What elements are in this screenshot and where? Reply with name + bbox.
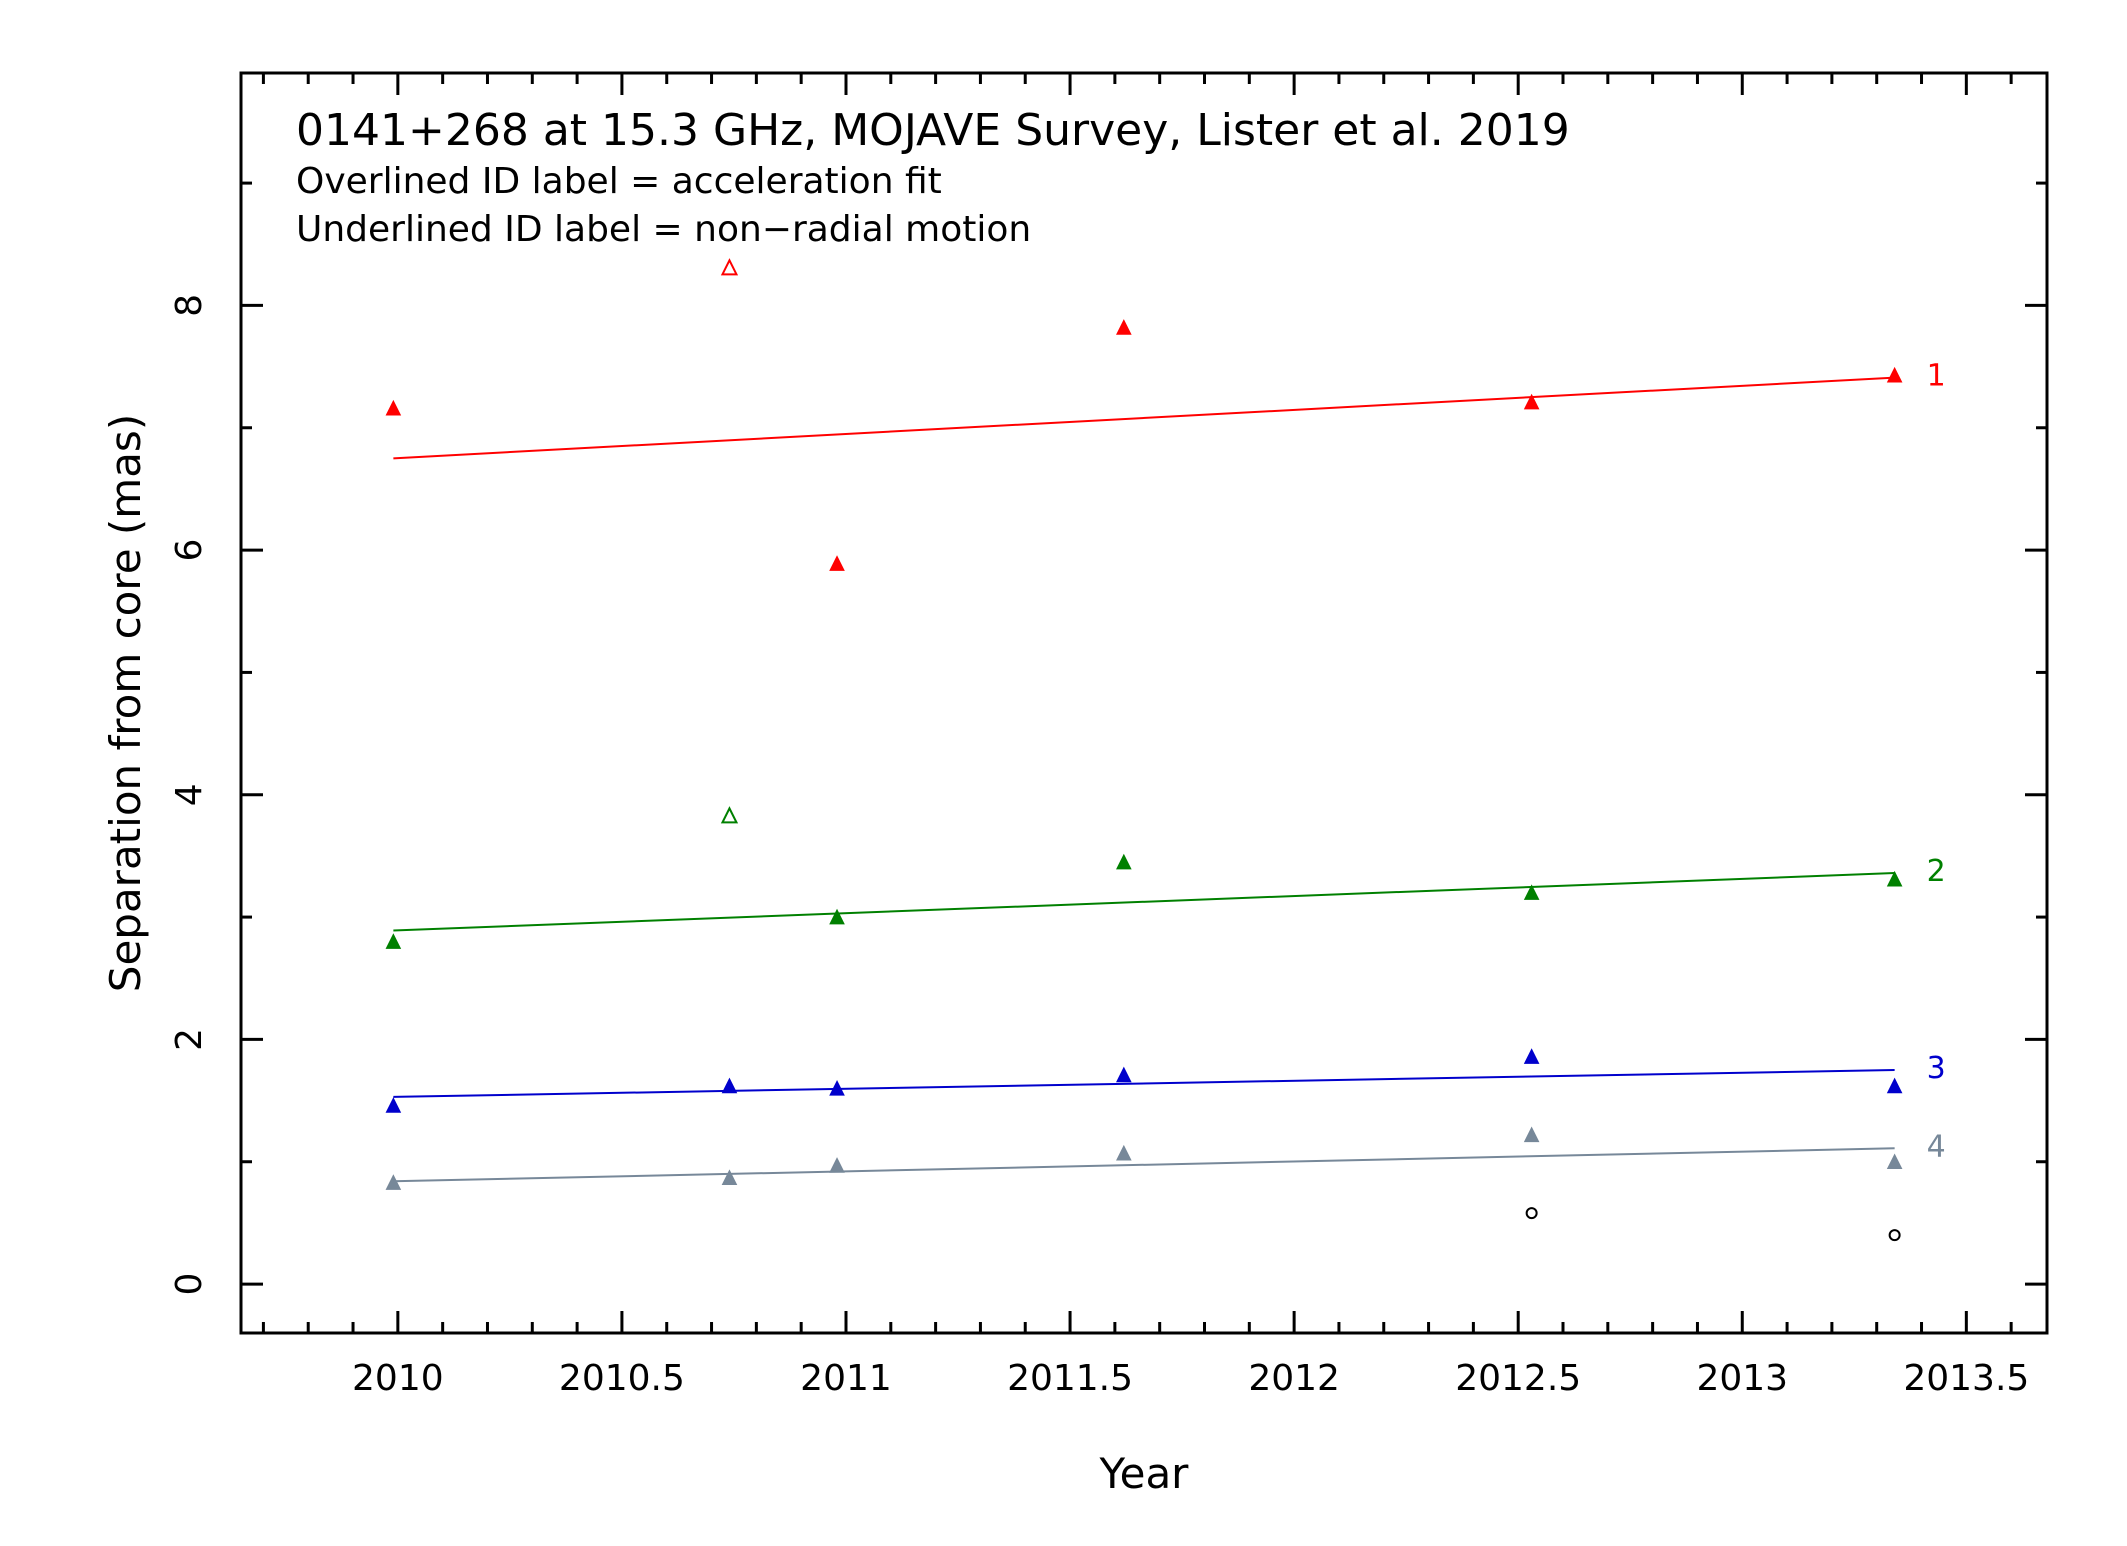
point-1 bbox=[385, 399, 402, 416]
point-4 bbox=[1116, 1144, 1132, 1161]
x-tick-label: 2013.5 bbox=[1903, 1358, 2029, 1399]
y-tick-label: 4 bbox=[169, 783, 210, 806]
fit-line-2 bbox=[393, 872, 1895, 932]
x-tick-label: 2012 bbox=[1248, 1358, 1340, 1399]
series-label-2: 2 bbox=[1927, 854, 1946, 889]
fit-line-4 bbox=[393, 1147, 1895, 1183]
chart-title: 0141+268 at 15.3 GHz, MOJAVE Survey, Lis… bbox=[296, 105, 1570, 156]
fit-lines bbox=[393, 376, 1895, 1183]
x-tick-label: 2011 bbox=[800, 1358, 892, 1399]
point-3 bbox=[1886, 1077, 1903, 1094]
point-4 bbox=[385, 1174, 402, 1190]
point-2 bbox=[1886, 870, 1903, 887]
open-point-1 bbox=[720, 258, 739, 276]
y-tick-label: 0 bbox=[169, 1273, 210, 1296]
point-2 bbox=[1523, 884, 1540, 900]
point-1 bbox=[1886, 366, 1903, 383]
point-1 bbox=[1116, 319, 1132, 335]
point-1 bbox=[1523, 393, 1540, 410]
plot-frame bbox=[239, 71, 2049, 1335]
y-axis-ticks: 0 2 4 6 8 bbox=[169, 181, 2047, 1296]
chart-subtitle-underlined: Underlined ID label = non−radial motion bbox=[296, 209, 1031, 250]
y-tick-label: 2 bbox=[169, 1028, 210, 1051]
point-3 bbox=[829, 1080, 845, 1096]
x-tick-label: 2011.5 bbox=[1007, 1358, 1133, 1399]
point-3 bbox=[1116, 1066, 1132, 1083]
series-label-1: 1 bbox=[1927, 359, 1946, 394]
data-points bbox=[385, 258, 1903, 1242]
point-2 bbox=[385, 933, 402, 949]
y-tick-label: 6 bbox=[169, 539, 210, 562]
x-axis-title: Year bbox=[1099, 1449, 1190, 1498]
y-axis-title: Separation from core (mas) bbox=[101, 414, 150, 992]
point-4 bbox=[829, 1157, 845, 1173]
series-label-4: 4 bbox=[1927, 1129, 1946, 1164]
point-3 bbox=[385, 1097, 402, 1113]
point-2 bbox=[829, 908, 845, 925]
point-1 bbox=[829, 555, 845, 571]
point-4 bbox=[1886, 1153, 1903, 1170]
fit-line-1 bbox=[393, 376, 1895, 460]
point-3 bbox=[721, 1077, 738, 1094]
x-tick-label: 2013 bbox=[1696, 1358, 1788, 1399]
y-tick-label: 8 bbox=[169, 294, 210, 317]
series-label-3: 3 bbox=[1927, 1051, 1946, 1086]
x-tick-label: 2012.5 bbox=[1455, 1358, 1581, 1399]
point-3 bbox=[1523, 1048, 1540, 1064]
fit-line-3 bbox=[393, 1068, 1895, 1098]
point-4 bbox=[721, 1169, 738, 1185]
open-circle-point bbox=[1525, 1207, 1538, 1220]
x-axis-ticks: 2010 2010.5 2011 2011.5 2012 2012.5 2013 2013.5 bbox=[261, 73, 2029, 1399]
series-labels: 1 2 3 4 bbox=[1927, 359, 1946, 1165]
chart-subtitle-overlined: Overlined ID label = acceleration fit bbox=[296, 161, 942, 202]
point-2 bbox=[1116, 853, 1132, 870]
point-4 bbox=[1523, 1126, 1540, 1143]
x-tick-label: 2010 bbox=[352, 1358, 444, 1399]
open-circle-point bbox=[1888, 1229, 1901, 1242]
x-tick-label: 2010.5 bbox=[559, 1358, 685, 1399]
open-point-2 bbox=[720, 806, 739, 824]
